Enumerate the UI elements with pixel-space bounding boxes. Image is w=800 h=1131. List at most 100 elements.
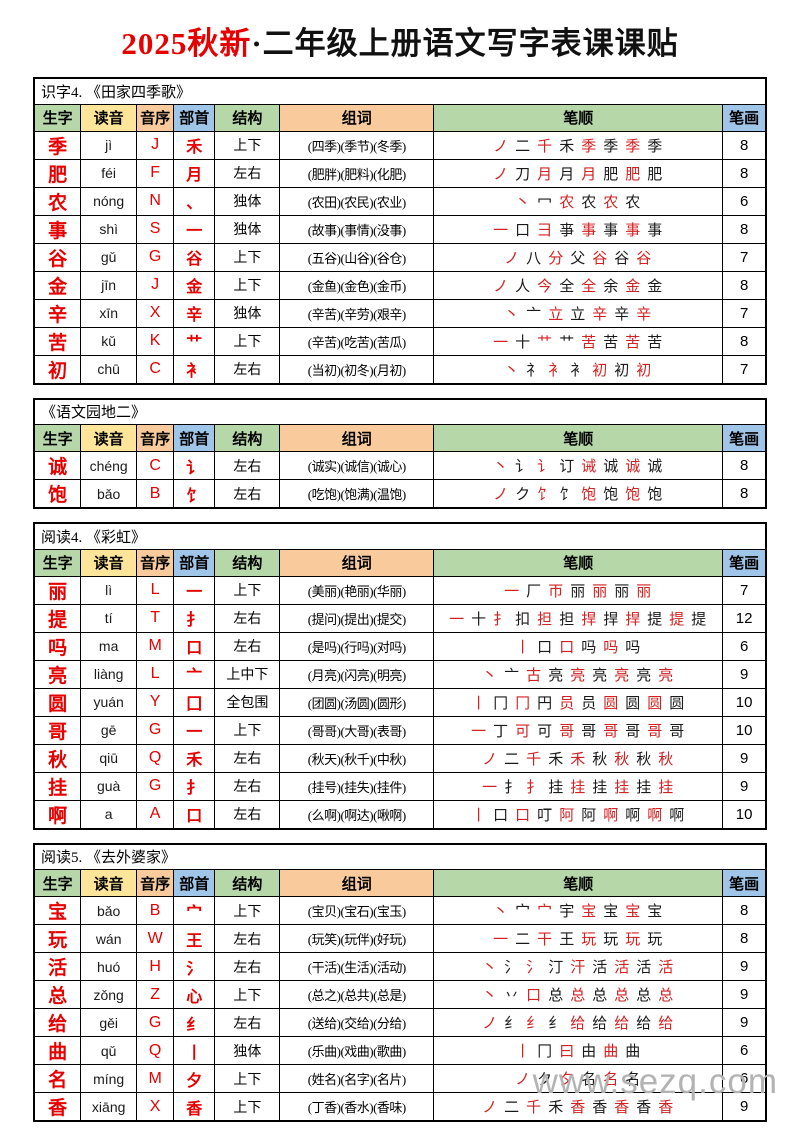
- stroke-glyph: 事: [625, 222, 641, 239]
- stroke-glyph: 啊: [647, 807, 663, 824]
- stroke-glyph: 丁: [493, 723, 509, 740]
- pinyin-cell: lì: [80, 575, 137, 605]
- stroke-count-cell: 9: [722, 980, 767, 1009]
- stroke-glyph: ク: [515, 487, 531, 503]
- stroke-glyph: 活: [614, 960, 630, 976]
- stroke-order-cell: ノ八分父谷谷谷: [433, 242, 724, 272]
- radical-cell: 金: [173, 270, 216, 300]
- stroke-glyph: 千: [526, 1100, 542, 1116]
- pinyin-cell: guà: [80, 771, 137, 801]
- words-cell: (美丽)(艳丽)(华丽): [279, 575, 435, 605]
- table-row: 总 zǒng Z 心上下 (总之)(总共)(总是) 丶丷口总总总总总总 9: [33, 980, 767, 1009]
- stroke-glyph: 宀: [515, 904, 531, 920]
- stroke-glyph: ノ: [493, 166, 509, 183]
- pinyin-cell: huó: [80, 952, 137, 981]
- stroke-glyph: 诫: [581, 459, 597, 475]
- stroke-glyph: 纟: [504, 1016, 520, 1032]
- char-cell: 事: [33, 214, 82, 244]
- pinyin-cell: zǒng: [80, 980, 137, 1009]
- stroke-glyph: ノ: [482, 751, 498, 768]
- pinyin-cell: liàng: [80, 659, 137, 689]
- stroke-order-cell: ノ人今全全余金金: [433, 270, 724, 300]
- words-cell: (当初)(初冬)(月初): [279, 354, 435, 384]
- stroke-glyph: 诚: [647, 459, 663, 475]
- pinyin-cell: féi: [80, 158, 137, 188]
- initial-cell: F: [135, 158, 175, 188]
- stroke-glyph: 衤: [570, 362, 586, 379]
- stroke-glyph: 丶: [493, 459, 509, 475]
- stroke-glyph: 苦: [625, 334, 641, 351]
- stroke-glyph: 亮: [570, 667, 586, 684]
- stroke-glyph: 吗: [603, 639, 619, 656]
- radical-cell: 扌: [173, 603, 216, 633]
- char-cell: 活: [33, 952, 82, 981]
- radical-cell: 、: [173, 186, 216, 216]
- char-cell: 宝: [33, 896, 82, 925]
- title-rest: ·二年级上册语文写字表课课贴: [251, 26, 679, 61]
- stroke-glyph: 丽: [614, 583, 630, 600]
- radical-cell: 一: [173, 715, 216, 745]
- radical-cell: 口: [173, 799, 216, 829]
- initial-cell: N: [135, 186, 175, 216]
- stroke-glyph: 二: [515, 932, 531, 948]
- table-row: 秋 qiū Q 禾左右 (秋天)(秋千)(中秋) ノ二千禾禾秋秋秋秋 9: [33, 743, 767, 773]
- char-cell: 秋: [33, 743, 82, 773]
- pinyin-cell: chū: [80, 354, 137, 384]
- stroke-glyph: 冖: [537, 194, 553, 211]
- stroke-glyph: ノ: [482, 1100, 498, 1116]
- pinyin-cell: kǔ: [80, 326, 137, 356]
- words-cell: (团圆)(汤圆)(圆形): [279, 687, 435, 717]
- column-header-6: 组词: [279, 548, 435, 577]
- column-header-6: 组词: [279, 103, 435, 132]
- stroke-glyph: 初: [592, 362, 608, 379]
- stroke-glyph: 口: [537, 639, 553, 656]
- stroke-glyph: ノ: [504, 250, 520, 267]
- table-row: 玩 wán W 王左右 (玩笑)(玩伴)(好玩) 一二干王玩玩玩玩 8: [33, 924, 767, 953]
- stroke-count-cell: 8: [722, 479, 767, 509]
- words-cell: (诚实)(诚信)(诚心): [279, 451, 435, 480]
- pinyin-cell: jīn: [80, 270, 137, 300]
- stroke-glyph: 饱: [603, 487, 619, 503]
- column-header-1: 生字: [33, 869, 82, 897]
- char-cell: 名: [33, 1064, 82, 1093]
- column-header-4: 部首: [173, 869, 216, 897]
- stroke-glyph: 担: [537, 611, 553, 628]
- stroke-order-cell: ノク饣饣饱饱饱饱: [433, 479, 724, 509]
- structure-cell: 独体: [214, 1036, 281, 1065]
- stroke-order-cell: 一十艹艹苦苦苦苦: [433, 326, 724, 356]
- char-cell: 圆: [33, 687, 82, 717]
- stroke-glyph: 活: [658, 960, 674, 976]
- column-header-3: 音序: [135, 548, 175, 577]
- words-cell: (四季)(季节)(冬季): [279, 130, 435, 160]
- initial-cell: G: [135, 242, 175, 272]
- stroke-glyph: 哥: [647, 723, 663, 740]
- stroke-glyph: 玩: [581, 932, 597, 948]
- stroke-count-cell: 7: [722, 575, 767, 605]
- stroke-glyph: 肥: [647, 166, 663, 183]
- pinyin-cell: gē: [80, 715, 137, 745]
- column-header-7: 笔顺: [433, 869, 724, 897]
- column-header-8: 笔画: [722, 424, 767, 452]
- stroke-glyph: ノ: [515, 1072, 531, 1088]
- stroke-glyph: 彐: [537, 222, 553, 239]
- table-row: 初 chū C 衤左右 (当初)(初冬)(月初) 丶礻衤衤初初初 7: [33, 354, 767, 384]
- initial-cell: Z: [135, 980, 175, 1009]
- radical-cell: 宀: [173, 896, 216, 925]
- stroke-glyph: 一: [493, 932, 509, 948]
- stroke-glyph: 香: [592, 1100, 608, 1116]
- stroke-glyph: 玩: [603, 932, 619, 948]
- stroke-glyph: 初: [636, 362, 652, 379]
- stroke-glyph: 活: [636, 960, 652, 976]
- stroke-order-cell: 丶亠立立辛辛辛: [433, 298, 724, 328]
- stroke-glyph: 礻: [526, 362, 542, 379]
- char-cell: 给: [33, 1008, 82, 1037]
- table-row: 香 xiāng X 香上下 (丁香)(香水)(香味) ノ二千禾香香香香香 9: [33, 1092, 767, 1122]
- stroke-order-cell: ノ纟纟纟给给给给给: [433, 1008, 724, 1037]
- pinyin-cell: xīn: [80, 298, 137, 328]
- char-cell: 香: [33, 1092, 82, 1122]
- stroke-glyph: 氵: [526, 960, 542, 976]
- stroke-glyph: 亠: [526, 306, 542, 323]
- stroke-glyph: 哥: [625, 723, 641, 740]
- stroke-glyph: 秋: [658, 751, 674, 768]
- stroke-glyph: 饱: [647, 487, 663, 503]
